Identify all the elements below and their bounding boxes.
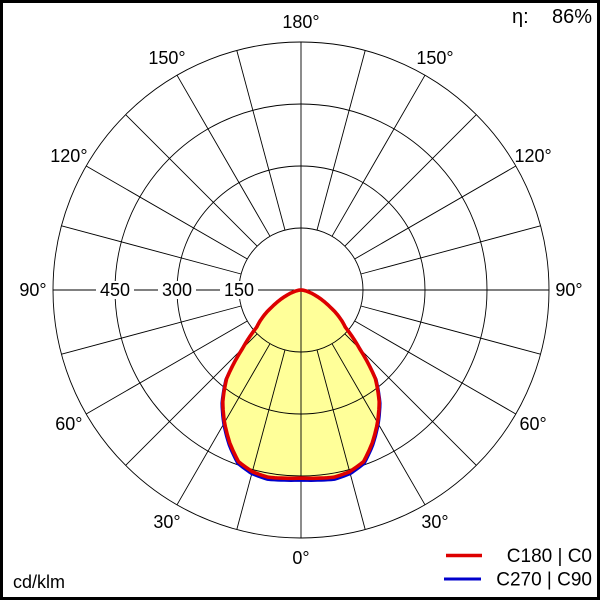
angle-label: 90° — [555, 280, 582, 300]
angle-label: 0° — [292, 548, 309, 568]
grid-spoke — [344, 114, 477, 247]
grid-spoke — [176, 74, 271, 237]
angle-label: 120° — [50, 146, 87, 166]
grid-spoke — [236, 50, 286, 231]
angle-label: 90° — [19, 280, 46, 300]
grid-spoke — [360, 225, 541, 275]
grid-spoke — [236, 349, 286, 530]
angle-label: 30° — [153, 512, 180, 532]
unit-label: cd/klm — [13, 572, 65, 592]
grid-spoke — [125, 333, 258, 466]
grid-spoke — [344, 333, 477, 466]
grid-spoke — [316, 349, 366, 530]
grid-spoke — [331, 74, 426, 237]
grid-spoke — [360, 305, 541, 355]
legend: C180 | C0 C270 | C90 — [444, 546, 592, 591]
grid-spoke — [61, 225, 242, 275]
ring-label: 300 — [162, 280, 192, 300]
angle-label: 60° — [55, 414, 82, 434]
eta-value: 86% — [552, 6, 592, 28]
eta-symbol: η: — [512, 6, 529, 28]
legend-label-c270-c90: C270 | C90 — [496, 570, 592, 591]
curve-c180-c0 — [221, 288, 381, 481]
legend-label-c180-c0: C180 | C0 — [507, 546, 592, 567]
polar-grid — [52, 41, 550, 539]
grid-spoke — [61, 305, 242, 355]
grid-spoke — [354, 320, 517, 415]
ring-label-bg — [220, 281, 258, 299]
ring-label: 150 — [224, 280, 254, 300]
grid-spoke — [354, 165, 517, 260]
angle-label: 60° — [519, 414, 546, 434]
ring-label: 450 — [100, 280, 130, 300]
grid-spoke — [316, 50, 366, 231]
angle-labels: 0° 30° 30° 60° 60° 90° 90° 120° 120° 150° 150° 180° — [19, 12, 582, 568]
angle-label: 150° — [148, 48, 185, 68]
angle-label: 150° — [416, 48, 453, 68]
ring-label-bg — [158, 281, 196, 299]
grid-spoke — [85, 320, 248, 415]
ring-label-bg — [96, 281, 134, 299]
grid-spoke — [125, 114, 258, 247]
angle-label: 120° — [514, 146, 551, 166]
angle-label: 180° — [282, 12, 319, 32]
grid-spoke — [85, 165, 248, 260]
angle-label: 30° — [421, 512, 448, 532]
ring-value-labels: 150 300 450 — [96, 280, 258, 300]
